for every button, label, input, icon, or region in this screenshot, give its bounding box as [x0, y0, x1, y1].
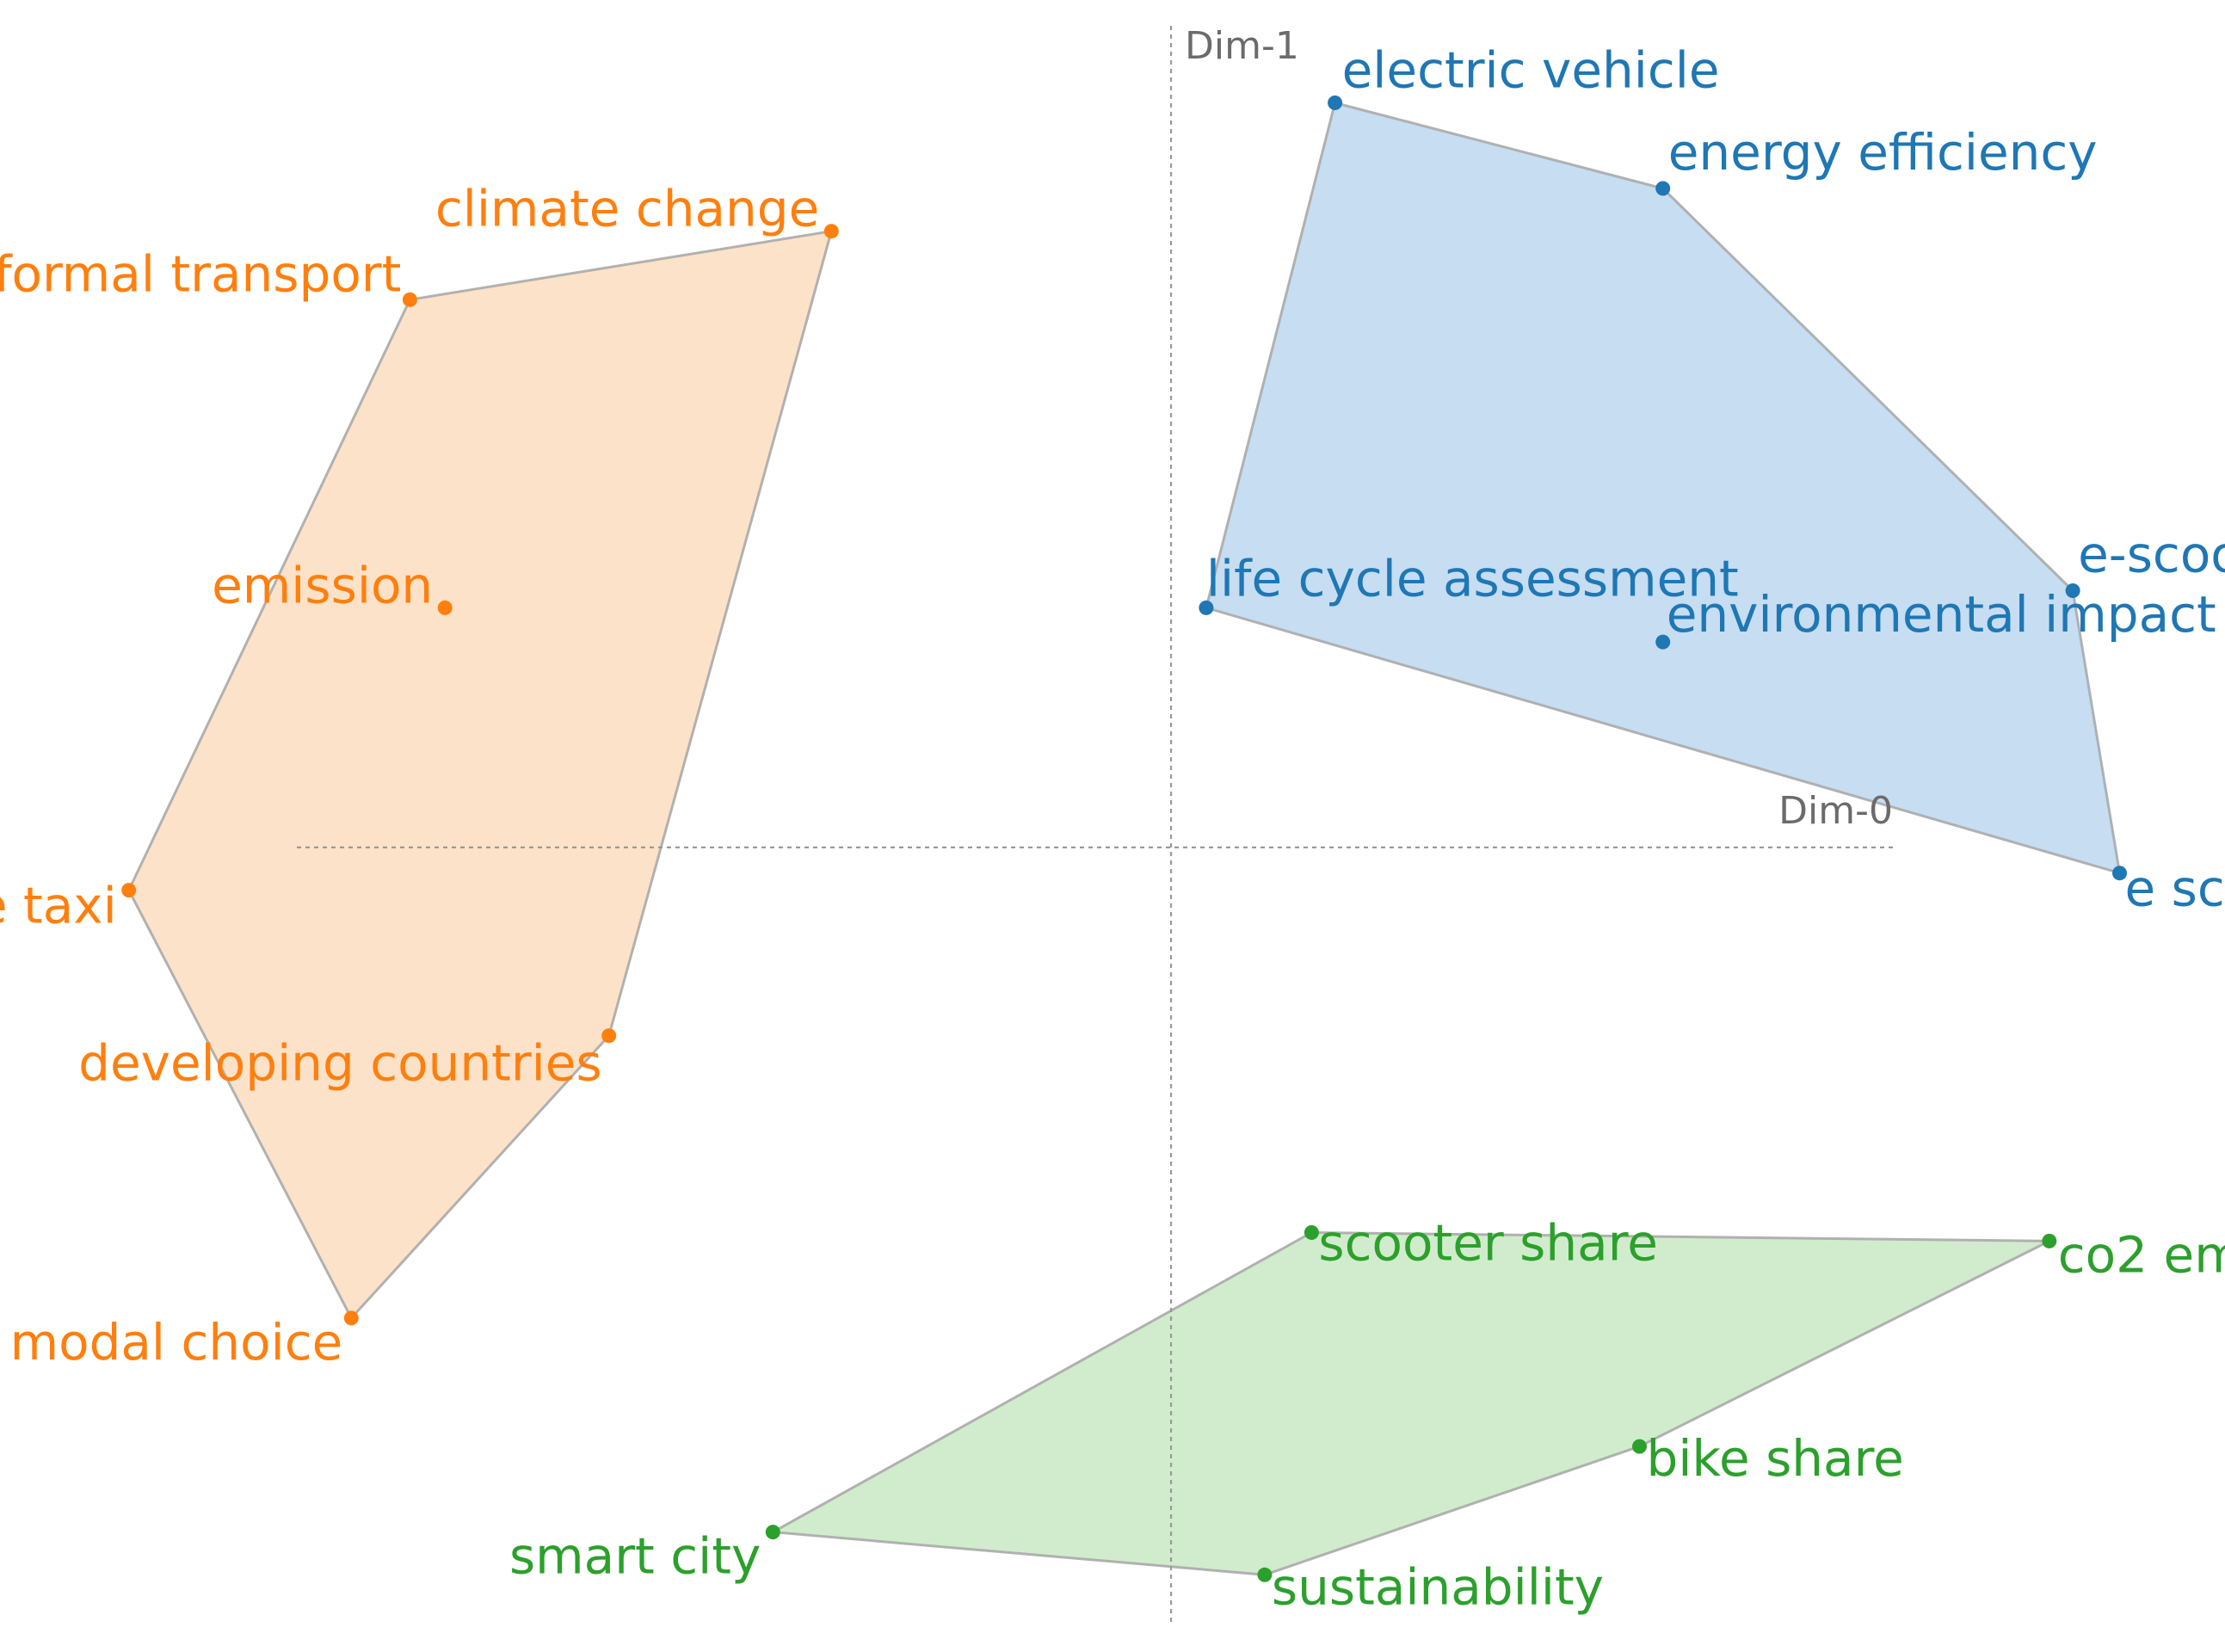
data-point-label: energy efficiency: [1668, 123, 2098, 182]
data-point-label: climate change: [435, 180, 819, 238]
data-point: [2112, 866, 2127, 881]
data-point: [2065, 583, 2080, 598]
data-point-label: sustainability: [1272, 1557, 1604, 1616]
data-point: [1328, 96, 1343, 110]
dim-0-axis-label: Dim-0: [1778, 789, 1893, 833]
data-point: [765, 1525, 780, 1540]
data-point: [823, 224, 839, 239]
data-point: [1655, 634, 1671, 650]
axes: Dim-0 Dim-1: [297, 24, 1897, 1626]
data-point: [601, 1028, 617, 1044]
data-point: [1655, 181, 1671, 196]
data-point-label: informal transport: [0, 244, 401, 303]
data-point: [1304, 1225, 1319, 1240]
data-point-label: co2 emission: [2058, 1225, 2225, 1284]
data-point-label: life cycle assessment: [1206, 549, 1739, 607]
data-point: [2042, 1233, 2057, 1248]
data-point-label: e scooter sharing: [2125, 860, 2225, 918]
data-point: [1632, 1439, 1647, 1454]
data-point: [1257, 1567, 1273, 1582]
data-point-label: motorcycle taxi: [0, 877, 117, 935]
data-points: electric vehicle energy efficiency e-scoot…: [0, 41, 2225, 1617]
data-point: [437, 600, 453, 615]
cluster-hull-0: [1205, 101, 2122, 875]
data-point-label: e-scooter: [2078, 526, 2225, 584]
cluster-hull-2: [768, 1230, 2050, 1576]
data-point-label: smart city: [509, 1527, 761, 1586]
data-point-label: emission: [212, 556, 433, 614]
cluster-hull-1: [127, 229, 834, 1321]
data-point-label: scooter share: [1318, 1214, 1658, 1273]
cluster-hulls: [127, 101, 2122, 1576]
dim-1-axis-label: Dim-1: [1185, 24, 1299, 68]
data-point: [1199, 600, 1214, 615]
data-point-label: electric vehicle: [1342, 41, 1720, 100]
data-point: [402, 292, 417, 307]
data-point-label: bike share: [1647, 1429, 1904, 1488]
data-point: [343, 1310, 359, 1326]
data-point-label: modal choice: [10, 1313, 343, 1372]
data-point-label: environmental impact: [1667, 585, 2216, 644]
data-point: [121, 883, 137, 898]
data-point-label: developing countries: [78, 1034, 602, 1093]
